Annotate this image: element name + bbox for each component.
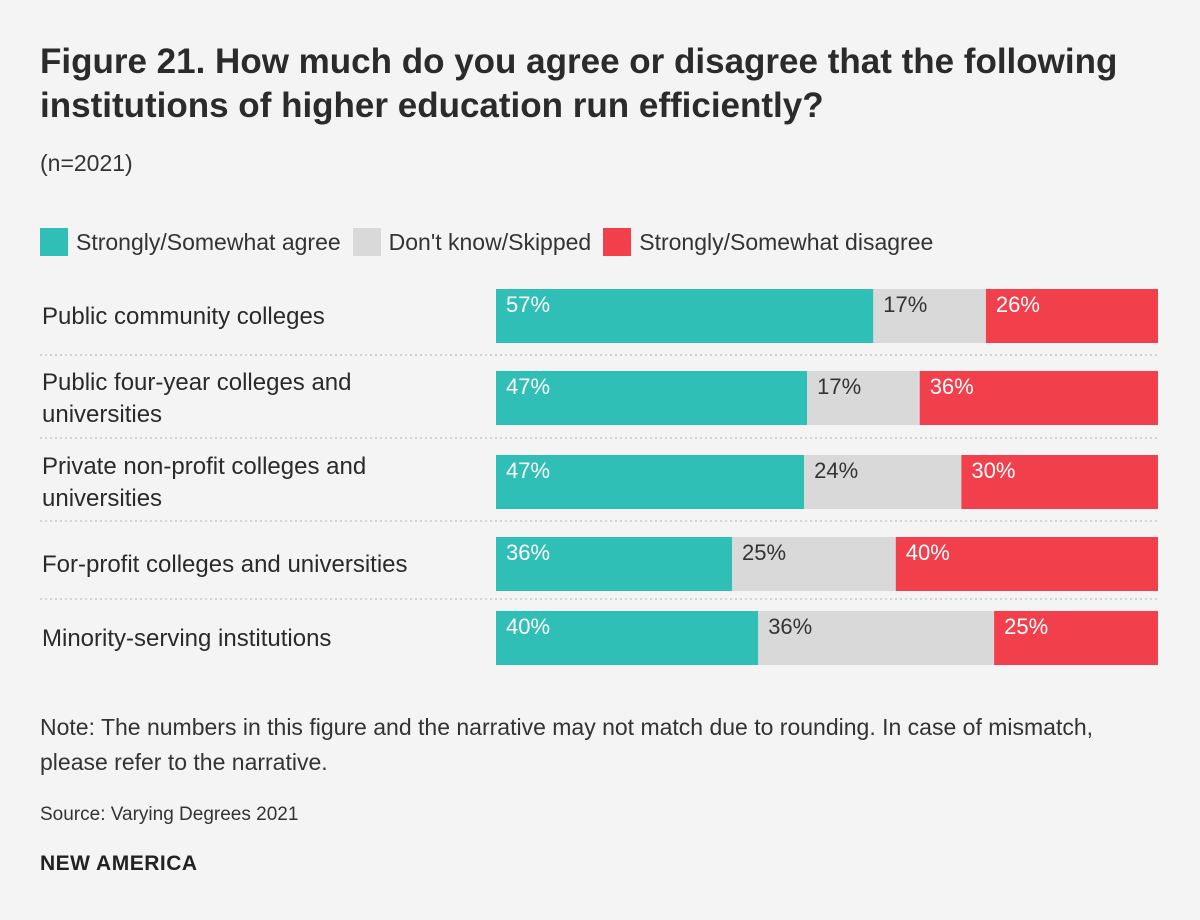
chart-note: Note: The numbers in this figure and the… [40, 714, 1094, 775]
bar-segment [496, 455, 805, 509]
bar-segment [496, 611, 759, 665]
bar-value-label: 24% [814, 458, 858, 483]
bar-value-label: 36% [930, 374, 974, 399]
bar-value-label: 26% [996, 292, 1040, 317]
bar-segment [807, 371, 920, 425]
legend-label-dont-know: Don't know/Skipped [388, 228, 592, 255]
bar-value-label: 36% [768, 614, 812, 639]
bar-value-label: 57% [506, 292, 550, 317]
chart-title: Figure 21. How much do you agree or disa… [40, 42, 1118, 125]
chart-source: Source: Varying Degrees 2021 [40, 804, 299, 825]
legend-swatch-disagree [603, 228, 632, 256]
bar-segment [758, 611, 995, 665]
bar-value-label: 36% [506, 540, 550, 565]
bar-value-label: 25% [1004, 614, 1048, 639]
bar-segment [895, 537, 1158, 591]
legend-swatch-dont-know [352, 228, 381, 256]
legend-item-disagree: Strongly/Somewhat disagree [603, 228, 933, 256]
category-label: Public community colleges [42, 303, 325, 330]
bar-segment [496, 289, 874, 343]
category-label: Private non-profit colleges and universit… [42, 453, 366, 512]
bar-segment [985, 289, 1158, 343]
bar-segment [873, 289, 986, 343]
bar-segment [919, 371, 1158, 425]
category-label: Public four-year colleges and universitie… [42, 369, 352, 428]
bar-value-label: 47% [506, 374, 550, 399]
bar-value-label: 17% [883, 292, 927, 317]
bar-value-label: 25% [742, 540, 786, 565]
bar-value-label: 40% [906, 540, 950, 565]
legend: Strongly/Somewhat agree Don't know/Skipp… [40, 226, 945, 258]
category-label: For-profit colleges and universities [42, 551, 408, 578]
bar-value-label: 17% [817, 374, 861, 399]
category-label: Minority-serving institutions [42, 625, 331, 652]
bar-value-label: 47% [506, 458, 550, 483]
bar-value-label: 30% [971, 458, 1015, 483]
bar-segment [961, 455, 1158, 509]
chart-subtitle: (n=2021) [40, 150, 133, 176]
legend-swatch-agree [40, 228, 68, 256]
stacked-bar-chart: Public community colleges 57% 17% 26% Public… [40, 289, 1160, 665]
bar-segment [496, 371, 808, 425]
legend-item-agree: Strongly/Somewhat agree [40, 228, 341, 256]
legend-label-agree: Strongly/Somewhat agree [76, 228, 341, 255]
bar-segment [994, 611, 1158, 665]
bar-segment [732, 537, 896, 591]
legend-label-disagree: Strongly/Somewhat disagree [639, 228, 934, 255]
bar-segment [804, 455, 962, 509]
legend-item-dont-know: Don't know/Skipped [352, 228, 592, 256]
brand-logo-text: NEW AMERICA [40, 852, 198, 875]
bar-value-label: 40% [506, 614, 550, 639]
bar-segment [496, 537, 732, 591]
